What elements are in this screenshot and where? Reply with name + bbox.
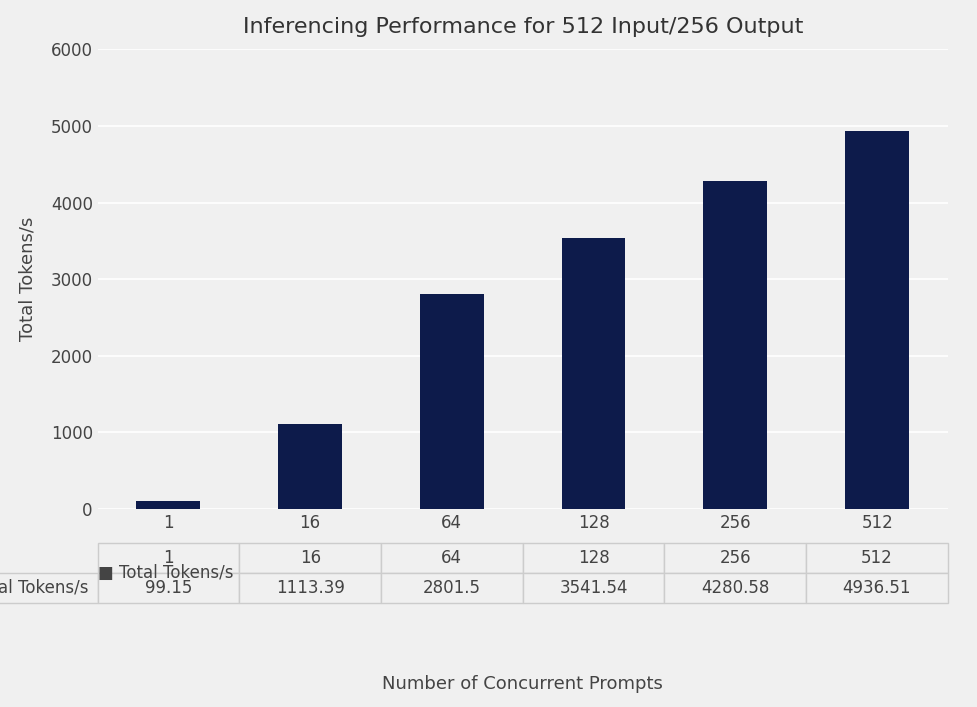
Y-axis label: Total Tokens/s: Total Tokens/s (19, 217, 37, 341)
Bar (278, 423, 342, 509)
Bar (562, 238, 625, 509)
Title: Inferencing Performance for 512 Input/256 Output: Inferencing Performance for 512 Input/25… (242, 17, 803, 37)
Bar (845, 131, 909, 509)
Bar (420, 295, 484, 509)
Bar (137, 501, 200, 509)
Text: ■ Total Tokens/s: ■ Total Tokens/s (98, 563, 234, 582)
Bar (703, 181, 767, 509)
Text: Number of Concurrent Prompts: Number of Concurrent Prompts (382, 675, 663, 693)
